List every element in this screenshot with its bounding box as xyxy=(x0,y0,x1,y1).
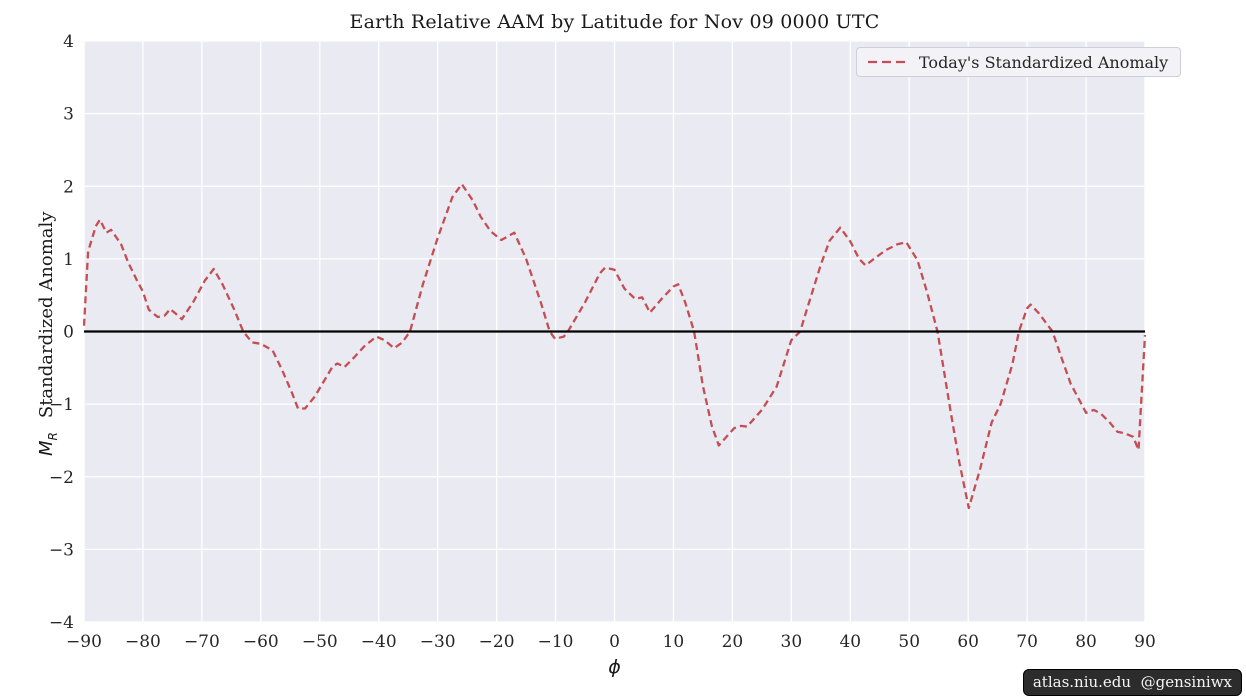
y-tick-label: −3 xyxy=(49,540,74,560)
ylabel-text: Standardized Anomaly xyxy=(36,211,58,419)
watermark-badge: atlas.niu.edu @gensiniwx xyxy=(1022,669,1242,696)
legend-dashed-line-swatch xyxy=(868,60,908,64)
x-tick-label: 30 xyxy=(781,632,803,652)
x-tick-label: 70 xyxy=(1016,632,1038,652)
x-tick-label: 0 xyxy=(609,632,620,652)
y-tick-label: 1 xyxy=(63,250,74,270)
x-tick-label: 90 xyxy=(1134,632,1156,652)
legend-label: Today's Standardized Anomaly xyxy=(919,52,1169,72)
y-tick-label: −4 xyxy=(49,613,74,633)
x-tick-label: 60 xyxy=(957,632,979,652)
x-tick-label: −40 xyxy=(361,632,397,652)
legend: Today's Standardized Anomaly xyxy=(856,47,1182,77)
ylabel-math-symbol: MR xyxy=(36,432,60,457)
x-tick-label: 40 xyxy=(839,632,861,652)
x-tick-label: −30 xyxy=(420,632,456,652)
x-tick-label: −20 xyxy=(479,632,515,652)
x-tick-label: 50 xyxy=(898,632,920,652)
x-tick-label: −60 xyxy=(243,632,279,652)
x-tick-label: −10 xyxy=(538,632,574,652)
y-axis-label: MR Standardized Anomaly xyxy=(36,204,60,464)
x-axis-label: ϕ xyxy=(608,656,621,678)
y-tick-label: 4 xyxy=(63,32,74,52)
x-tick-label: −80 xyxy=(125,632,161,652)
y-tick-label: 3 xyxy=(63,105,74,125)
x-tick-label: −70 xyxy=(184,632,220,652)
y-tick-label: −2 xyxy=(49,468,74,488)
y-tick-label: 2 xyxy=(63,177,74,197)
x-tick-label: −50 xyxy=(302,632,338,652)
y-tick-label: −1 xyxy=(49,395,74,415)
x-tick-label: 80 xyxy=(1075,632,1097,652)
y-tick-label: 0 xyxy=(63,323,74,343)
x-tick-label: −90 xyxy=(66,632,102,652)
x-tick-label: 20 xyxy=(722,632,744,652)
chart-title: Earth Relative AAM by Latitude for Nov 0… xyxy=(349,11,880,33)
x-tick-label: 10 xyxy=(663,632,685,652)
